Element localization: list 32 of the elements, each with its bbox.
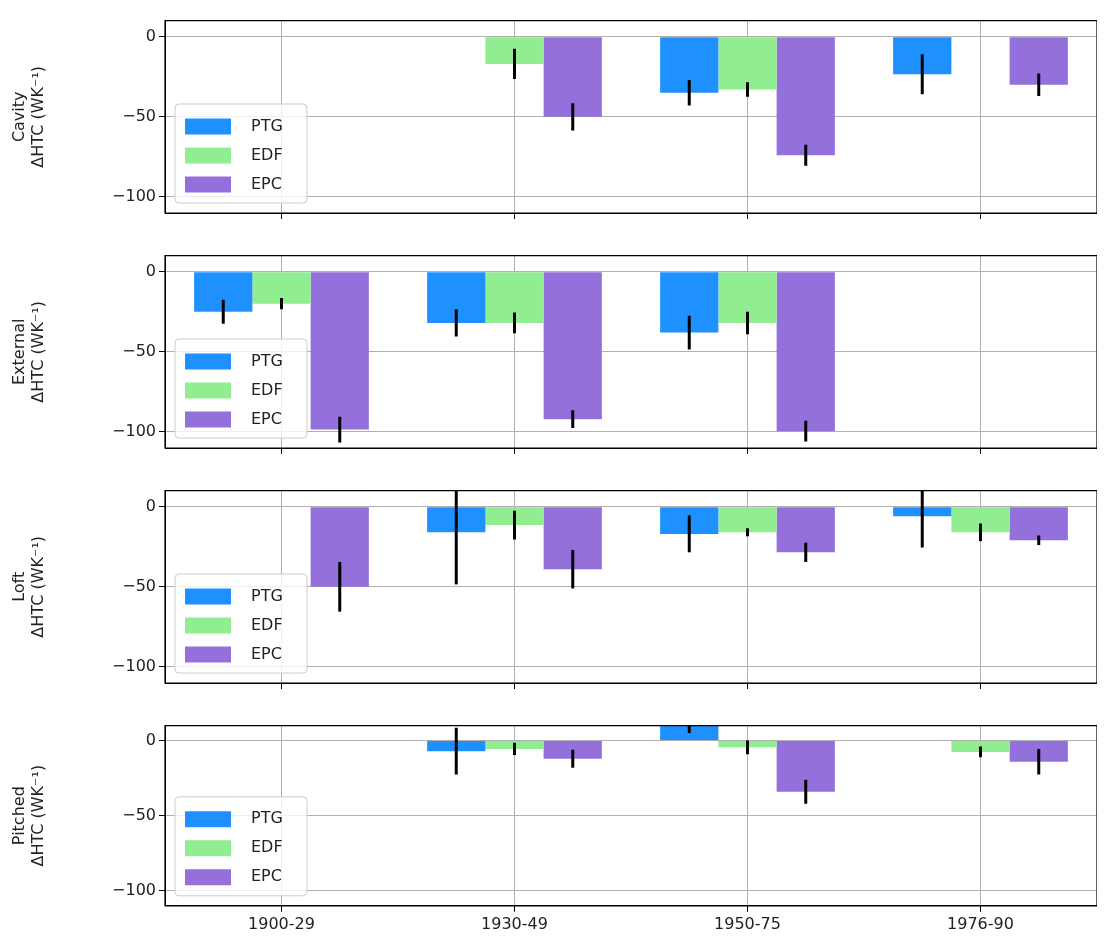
x-tick-label: 1976-90 — [947, 913, 1014, 933]
y-tick-label: −50 — [122, 575, 156, 595]
x-tick-label: 1930-49 — [481, 913, 548, 933]
x-tick-label: 1900-29 — [248, 913, 315, 933]
legend-label: EPC — [251, 866, 282, 886]
y-tick-label: −50 — [122, 340, 156, 360]
y-tick-label: 0 — [145, 260, 156, 280]
legend-label: EDF — [251, 379, 283, 399]
y-tick-label: −100 — [112, 656, 156, 676]
y-axis-title: Cavity ΔHTC (WK⁻¹) — [8, 65, 47, 168]
y-tick-label: −100 — [112, 186, 156, 206]
x-tick-label: 1950-75 — [714, 913, 781, 933]
legend-label: PTG — [251, 808, 283, 828]
legend-label: EPC — [251, 643, 282, 663]
legend-label: EDF — [251, 614, 283, 634]
y-tick-label: −50 — [122, 105, 156, 125]
legend-label: EPC — [251, 173, 282, 193]
legend-label: PTG — [251, 585, 283, 605]
y-tick-label: 0 — [145, 495, 156, 515]
legend-label: EDF — [251, 144, 283, 164]
y-tick-label: 0 — [145, 25, 156, 45]
legend-label: PTG — [251, 350, 283, 370]
legend-label: EPC — [251, 408, 282, 428]
y-tick-label: −50 — [122, 804, 156, 824]
y-axis-title: Loft ΔHTC (WK⁻¹) — [8, 535, 47, 638]
legend-label: EDF — [251, 837, 283, 857]
y-axis-title: External ΔHTC (WK⁻¹) — [8, 300, 47, 403]
y-axis-title: Pitched ΔHTC (WK⁻¹) — [8, 764, 47, 867]
legend-label: PTG — [251, 115, 283, 135]
y-tick-label: −100 — [112, 421, 156, 441]
y-tick-label: 0 — [145, 729, 156, 749]
y-tick-label: −100 — [112, 879, 156, 899]
